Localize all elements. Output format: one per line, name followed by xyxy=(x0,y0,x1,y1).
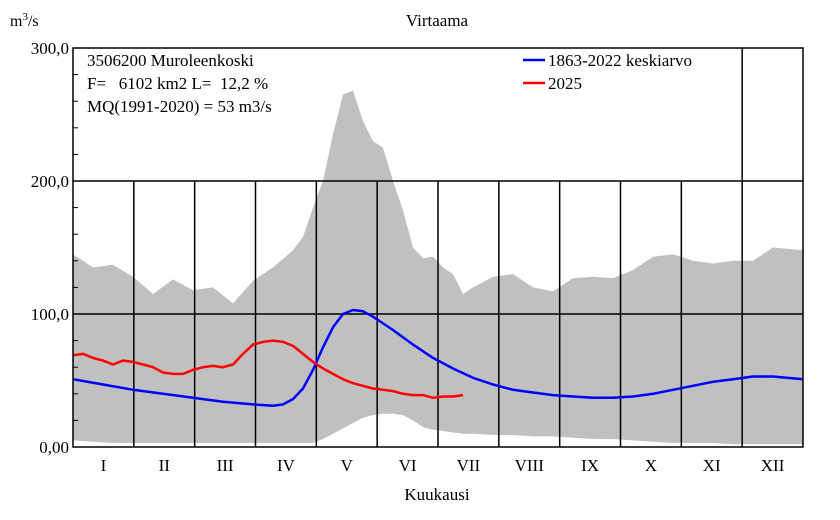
month-label-IX: IX xyxy=(581,456,599,475)
month-label-VII: VII xyxy=(457,456,481,475)
plot-frame xyxy=(72,47,804,448)
month-label-I: I xyxy=(101,456,107,475)
y-tick-label: 200,0 xyxy=(31,172,69,191)
month-label-XI: XI xyxy=(703,456,721,475)
series-line-2025 xyxy=(72,339,464,400)
y-axis-unit: m3/s xyxy=(10,11,39,30)
month-label-IV: IV xyxy=(277,456,296,475)
series-line-mean xyxy=(72,308,804,408)
month-label-XII: XII xyxy=(761,456,785,475)
month-label-V: V xyxy=(341,456,354,475)
y-tick-label: 0,00 xyxy=(39,438,69,457)
legend-label-mean: 1863-2022 keskiarvo xyxy=(548,51,692,70)
month-label-VIII: VIII xyxy=(515,456,545,475)
month-label-VI: VI xyxy=(399,456,417,475)
chart-title: Virtaama xyxy=(406,11,469,30)
y-tick-label: 300,0 xyxy=(31,39,69,58)
mean-flow-info: MQ(1991-2020) = 53 m3/s xyxy=(87,97,272,116)
y-tick-label: 100,0 xyxy=(31,305,69,324)
x-axis-label: Kuukausi xyxy=(404,485,469,504)
legend-label-2025: 2025 xyxy=(548,74,582,93)
month-label-X: X xyxy=(645,456,657,475)
catchment-info: F= 6102 km2 L= 12,2 % xyxy=(87,74,268,93)
month-label-II: II xyxy=(159,456,171,475)
month-label-III: III xyxy=(217,456,234,475)
legend: 1863-2022 keskiarvo 2025 xyxy=(523,51,692,93)
station-info: 3506200 Muroleenkoski F= 6102 km2 L= 12,… xyxy=(87,51,272,116)
station-name: 3506200 Muroleenkoski xyxy=(87,51,254,70)
